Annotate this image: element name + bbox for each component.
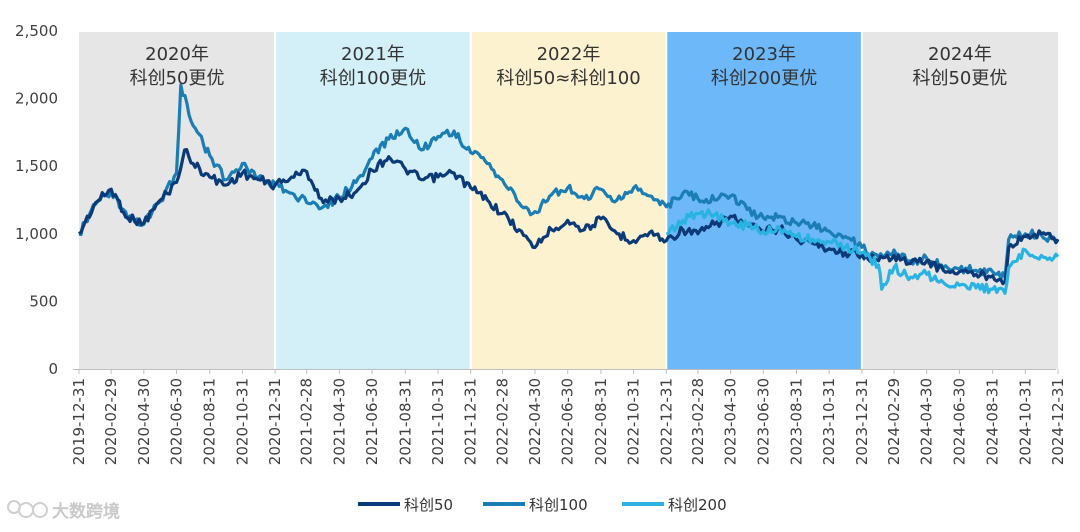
y-tick-label: 1,000 (15, 225, 58, 243)
year-band-0 (79, 32, 276, 369)
x-tick-label: 2022-06-30 (559, 378, 577, 465)
watermark-text: 大数跨境 (52, 501, 120, 522)
x-tick-label: 2023-02-28 (689, 378, 707, 465)
y-tick-label: 1,500 (15, 157, 58, 175)
x-tick-label: 2019-12-31 (70, 378, 88, 465)
x-tick-label: 2020-12-31 (266, 378, 284, 465)
x-tick-label: 2023-06-30 (754, 378, 772, 465)
band-year-label: 2022年 (537, 44, 601, 65)
series-line-0 (77, 148, 1060, 286)
y-tick-label: 2,500 (15, 22, 58, 40)
x-tick-label: 2022-02-28 (493, 378, 511, 465)
x-tick-label: 2020-04-30 (135, 378, 153, 465)
x-tick-label: 2020-02-29 (102, 378, 120, 465)
year-band-4 (861, 32, 1058, 369)
x-tick-label: 2021-12-31 (462, 378, 480, 465)
series-lines (77, 83, 1060, 295)
legend-label: 科创200 (668, 496, 727, 514)
x-tick-label: 2024-08-31 (984, 378, 1002, 465)
band-note-label: 科创50≈科创100 (496, 68, 640, 89)
x-tick-label: 2024-04-30 (918, 378, 936, 465)
x-tick-label: 2021-06-30 (363, 378, 381, 465)
band-note-label: 科创50更优 (130, 68, 225, 89)
y-tick-label: 0 (48, 360, 58, 378)
x-tick-label: 2021-02-28 (298, 378, 316, 465)
band-note-label: 科创100更优 (320, 68, 426, 89)
legend-label: 科创100 (529, 496, 588, 514)
x-tick-label: 2024-02-29 (885, 378, 903, 465)
band-year-label: 2023年 (732, 44, 796, 65)
x-tick-label: 2022-04-30 (526, 378, 544, 465)
x-tick-label: 2020-06-30 (168, 378, 186, 465)
x-tick-label: 2023-12-31 (853, 378, 871, 465)
y-tick-label: 2,000 (15, 90, 58, 108)
axes: 0 500 1,000 1,500 2,000 2,500 2019-12-31 2020-0… (15, 22, 1067, 465)
x-tick-label: 2022-10-31 (625, 378, 643, 465)
legend-label: 科创50 (404, 496, 453, 514)
band-year-label: 2024年 (928, 44, 992, 65)
x-tick-label: 2023-10-31 (820, 378, 838, 465)
watermark-logo-icon (7, 500, 48, 518)
x-tick-label: 2021-04-30 (330, 378, 348, 465)
y-tick-label: 500 (29, 292, 58, 310)
x-tick-label: 2021-08-31 (396, 378, 414, 465)
band-year-label: 2021年 (341, 44, 405, 65)
legend: 科创50 科创100 科创200 (358, 496, 727, 514)
series-line-2 (666, 208, 1060, 295)
band-note-label: 科创200更优 (711, 68, 817, 89)
series-line-1 (78, 83, 1059, 281)
x-tick-label: 2020-10-31 (233, 378, 251, 465)
x-tick-label: 2020-08-31 (201, 378, 219, 465)
band-note-label: 科创50更优 (912, 68, 1007, 89)
x-tick-label: 2024-06-30 (950, 378, 968, 465)
band-year-label: 2020年 (145, 44, 209, 65)
year-band-2 (470, 32, 667, 369)
watermark: 大数跨境 (7, 500, 120, 522)
year-bands (79, 32, 1058, 369)
x-tick-label: 2022-08-31 (592, 378, 610, 465)
x-tick-label: 2022-12-31 (657, 378, 675, 465)
x-tick-label: 2023-08-31 (788, 378, 806, 465)
x-tick-label: 2021-10-31 (429, 378, 447, 465)
x-tick-label: 2023-04-30 (722, 378, 740, 465)
year-band-1 (275, 32, 471, 369)
x-tick-label: 2024-10-31 (1016, 378, 1034, 465)
x-tick-label: 2024-12-31 (1049, 378, 1067, 465)
